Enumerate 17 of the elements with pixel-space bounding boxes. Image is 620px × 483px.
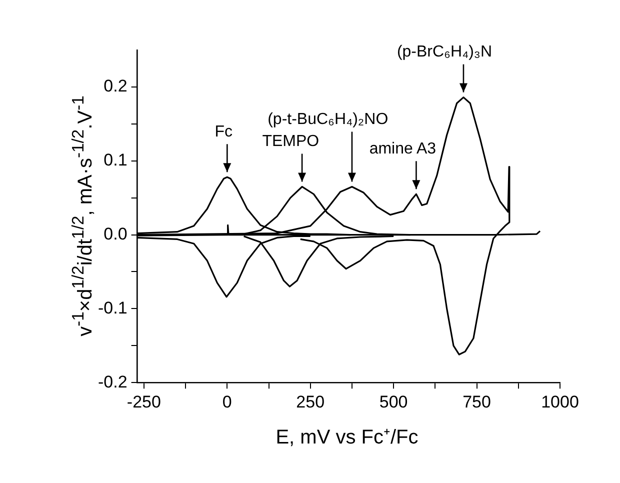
- x-tick-label: 0: [222, 392, 232, 412]
- x-tick-label: -250: [126, 392, 161, 412]
- y-tick-label: 0.1: [104, 150, 128, 170]
- annotation: Fc: [214, 124, 232, 141]
- y-tick-label: 0.2: [104, 76, 128, 96]
- annotation: TEMPO: [262, 133, 320, 150]
- annotation: (p-t-BuC₆H₄)₂NO: [268, 111, 388, 128]
- y-tick-label: 0.0: [104, 224, 128, 244]
- x-axis-title: E, mV vs Fc⁺/Fc: [276, 426, 418, 450]
- x-tick-label: 750: [462, 392, 491, 412]
- annotation: (p-BrC₆H₄)₃N: [396, 44, 492, 61]
- x-tick-label: 500: [379, 392, 408, 412]
- x-tick-label: 250: [296, 392, 325, 412]
- y-tick-label: -0.1: [98, 298, 128, 318]
- x-tick-label: 1000: [541, 392, 579, 412]
- annotation: amine A3: [369, 140, 436, 158]
- y-tick-label: -0.2: [98, 372, 128, 392]
